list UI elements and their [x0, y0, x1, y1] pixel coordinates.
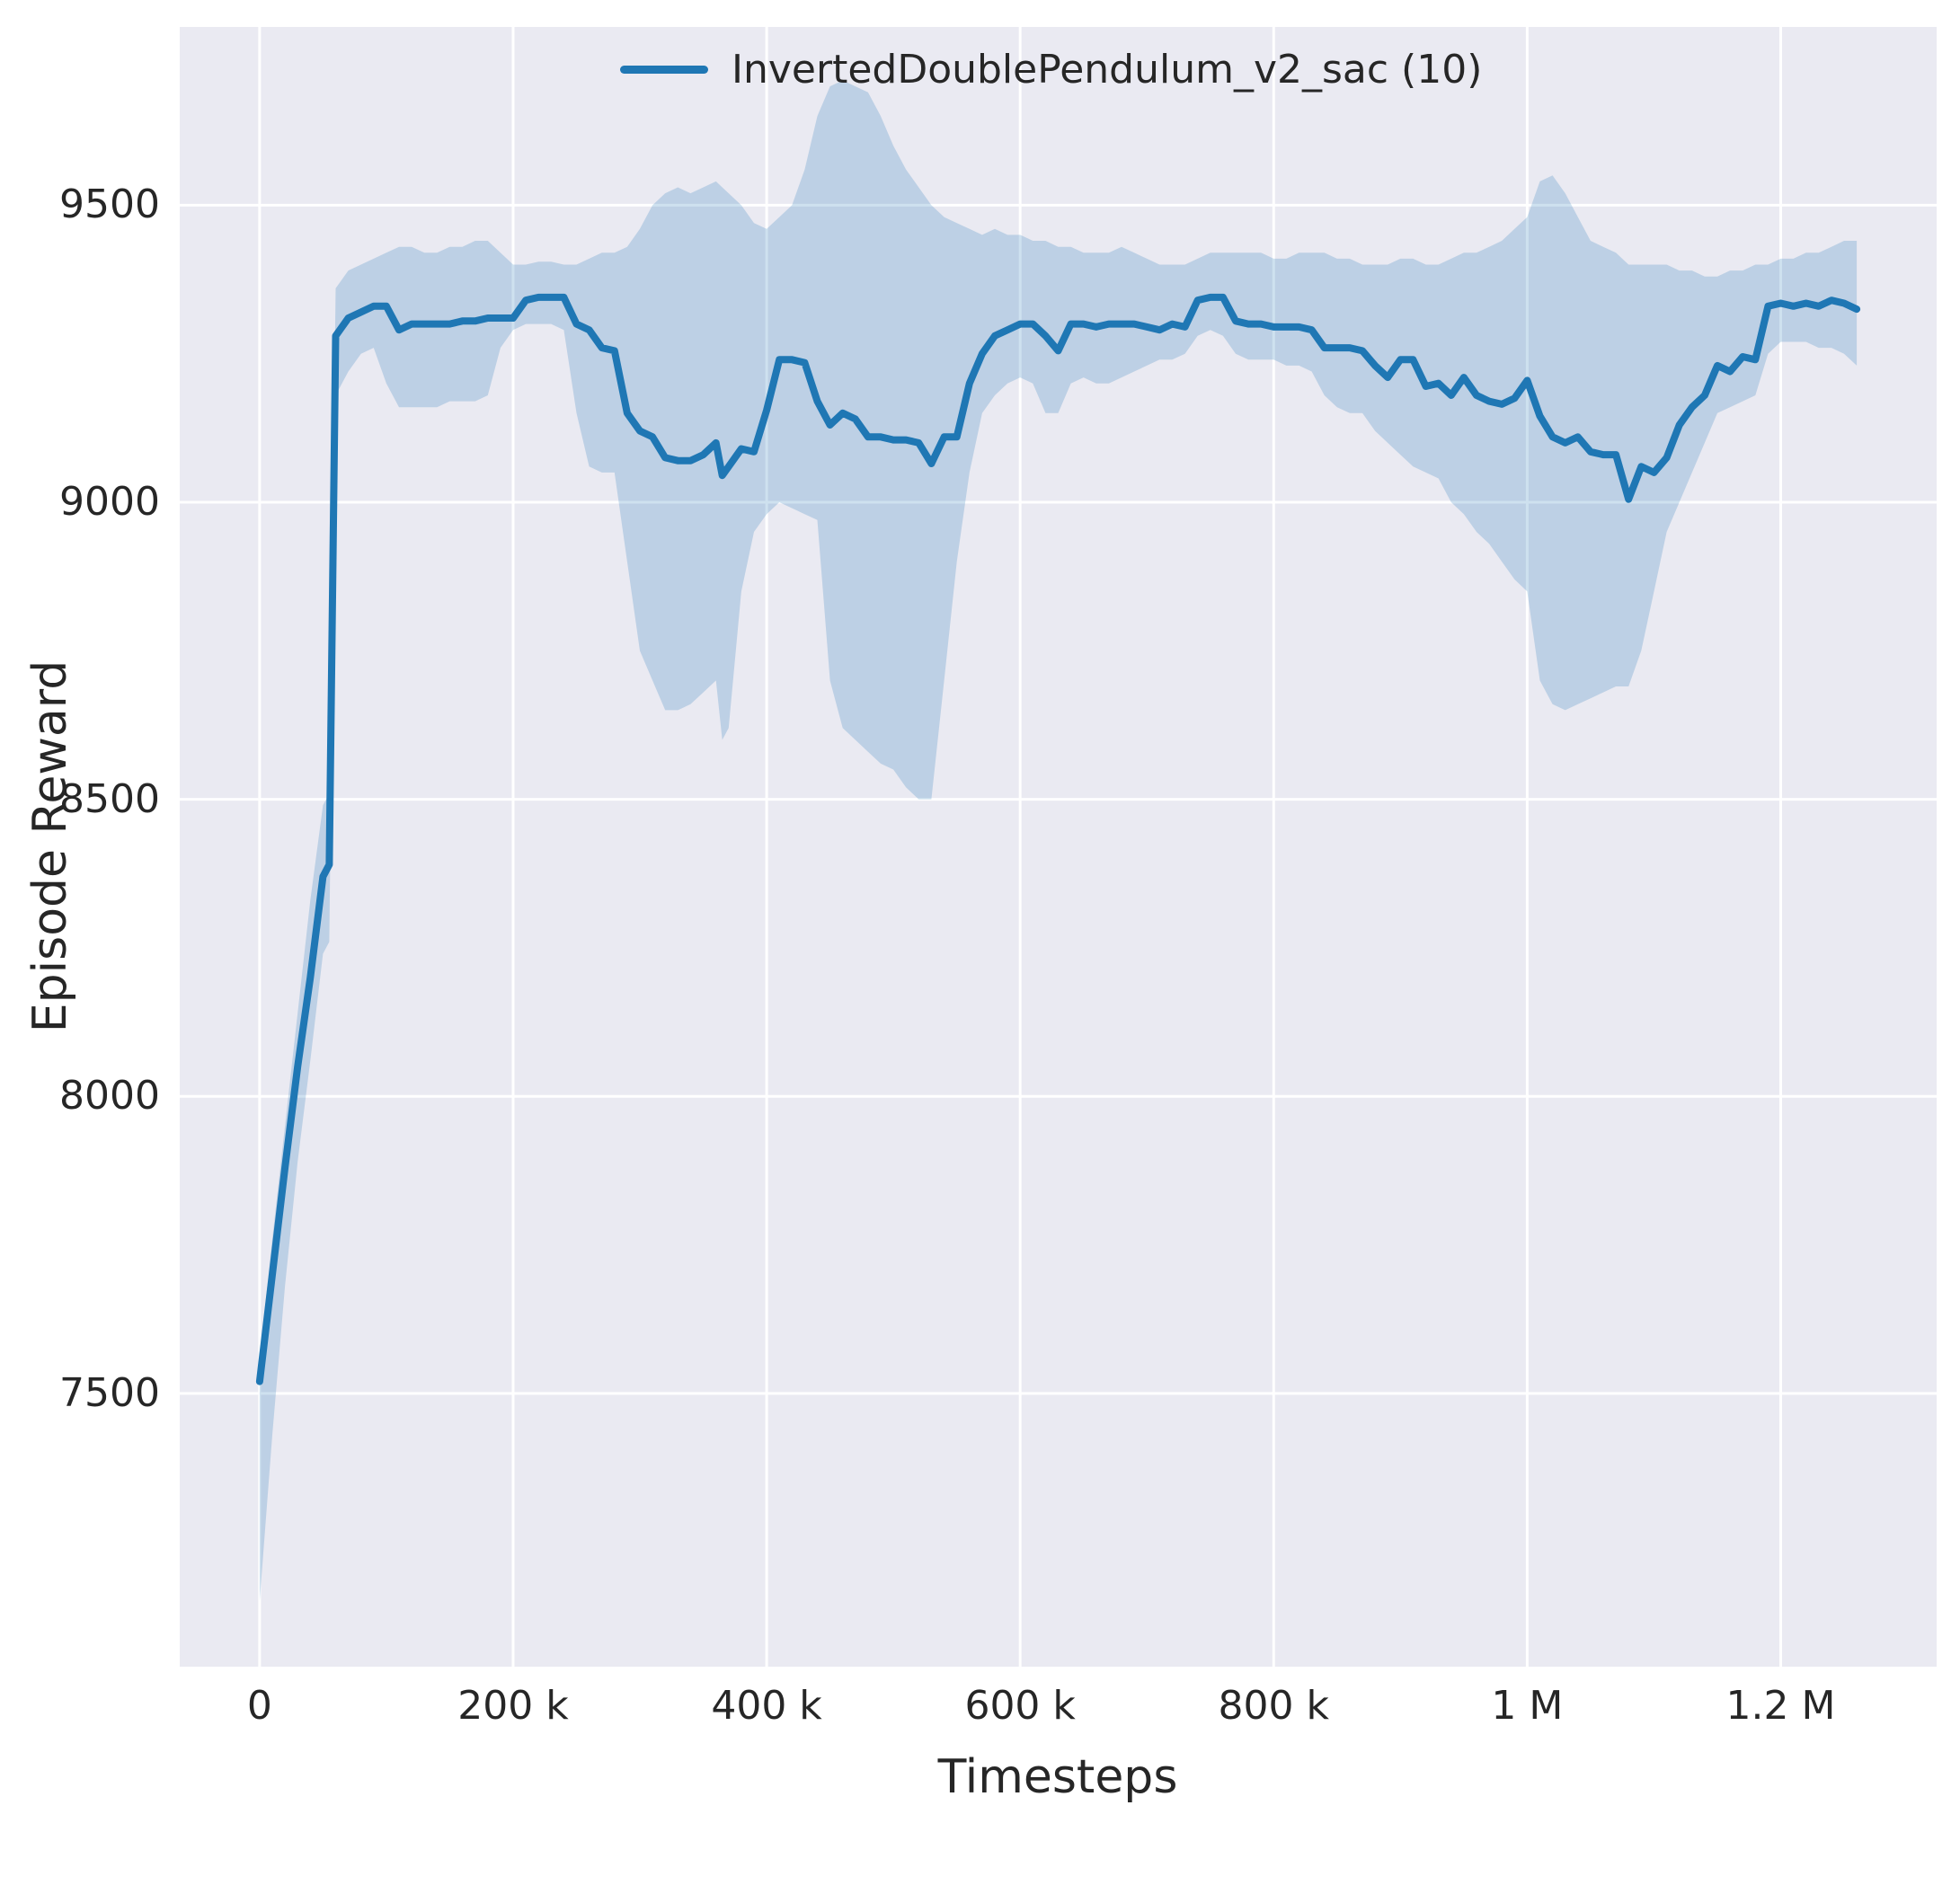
y-tick-label: 8500	[59, 775, 160, 822]
y-tick-label: 9000	[59, 478, 160, 525]
x-tick-label: 800 k	[1218, 1683, 1330, 1729]
confidence-band	[259, 80, 1858, 1602]
x-axis-label: Timesteps	[937, 1750, 1178, 1804]
legend-line-sample	[620, 66, 708, 74]
mean-line	[255, 293, 1861, 1385]
x-tick-label: 1 M	[1491, 1683, 1564, 1729]
legend: InvertedDoublePendulum_v2_sac (10)	[620, 47, 1482, 93]
legend-label: InvertedDoublePendulum_v2_sac (10)	[732, 47, 1483, 93]
x-tick-label: 1.2 M	[1725, 1683, 1836, 1729]
y-tick-label: 7500	[59, 1369, 160, 1416]
y-tick-label: 9500	[59, 181, 160, 228]
x-tick-label: 600 k	[964, 1683, 1076, 1729]
y-axis-label: Episode Reward	[23, 659, 77, 1033]
x-tick-label: 400 k	[711, 1683, 822, 1729]
x-tick-label: 200 k	[457, 1683, 569, 1729]
y-tick-label: 8000	[59, 1073, 160, 1119]
x-tick-label: 0	[246, 1683, 272, 1729]
